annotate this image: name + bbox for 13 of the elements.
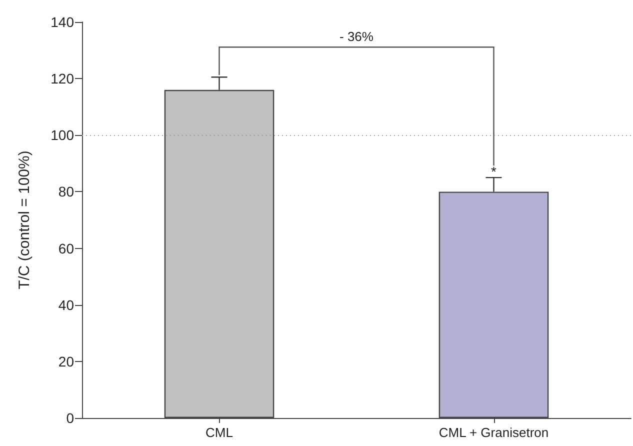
y-tick-label: 60	[58, 240, 74, 256]
y-tick-label: 100	[50, 127, 74, 144]
y-tick-label: 40	[58, 296, 74, 313]
y-tick-label: 80	[58, 184, 74, 200]
x-tick-label: CML + Granisetron	[438, 425, 549, 440]
y-tick-label: 120	[50, 70, 74, 87]
annotation: *	[491, 164, 498, 180]
annotation: - 36%	[340, 29, 374, 44]
x-tick-label: CML	[206, 425, 233, 440]
y-tick-label: 140	[50, 14, 74, 30]
y-axis-title: T/C (control = 100%)	[16, 150, 33, 290]
y-tick-label: 20	[58, 353, 74, 370]
y-tick-label: 0	[66, 410, 74, 426]
